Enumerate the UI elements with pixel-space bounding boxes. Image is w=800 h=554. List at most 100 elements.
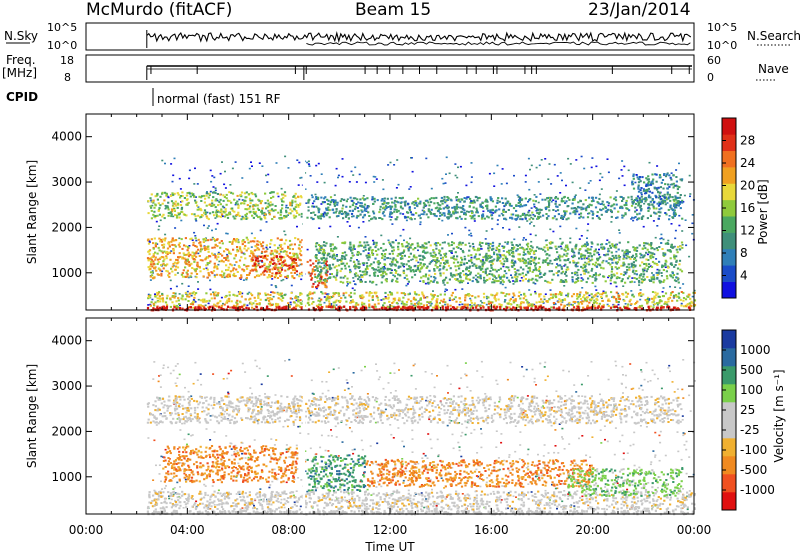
scatter-cell [396,254,399,257]
scatter-cell [528,252,531,255]
scatter-cell [642,279,646,281]
scatter-cell [546,262,549,265]
scatter-cell [632,266,635,269]
scatter-cell [314,193,317,196]
scatter-cell [242,279,245,281]
scatter-cell [300,254,303,257]
scatter-cell [443,195,446,198]
scatter-cell [628,266,631,269]
scatter-cell [194,269,197,272]
scatter-cell [493,185,496,187]
scatter-cell [192,241,195,244]
scatter-cell [633,272,636,275]
scatter-cell [248,255,251,258]
scatter-cell [251,214,254,217]
scatter-cell [357,251,361,254]
scatter-cell [511,243,514,246]
scatter-cell [383,266,386,268]
scatter-cell [609,196,612,199]
scatter-cell [256,257,259,260]
scatter-cell [352,201,355,204]
scatter-cell [498,250,501,253]
scatter-cell [213,253,216,255]
scatter-cell [446,204,449,207]
scatter-cell [496,292,499,295]
scatter-cell [664,262,667,265]
scatter-cell [403,201,406,204]
scatter-cell [214,255,217,257]
scatter-cell [574,281,577,284]
scatter-cell [560,294,563,296]
scatter-cell [590,210,593,212]
scatter-cell [393,202,396,204]
scatter-cell [199,242,202,245]
scatter-cell [180,210,183,213]
scatter-cell [193,293,196,296]
scatter-cell [399,265,402,268]
scatter-cell [146,257,150,260]
scatter-cell [363,203,367,206]
scatter-cell [634,210,637,213]
scatter-cell [414,256,417,259]
scatter-cell [428,274,431,277]
scatter-cell [469,304,472,306]
scatter-cell [331,263,335,266]
scatter-cell [207,196,210,199]
scatter-cell [559,172,562,174]
scatter-cell [223,206,226,209]
scatter-cell [497,269,500,271]
scatter-cell [583,269,586,272]
scatter-cell [269,261,272,263]
scatter-cell [161,244,164,247]
scatter-cell [249,205,252,208]
scatter-cell [608,275,611,277]
scatter-cell [563,248,566,251]
scatter-cell [444,252,448,255]
scatter-cell [470,235,473,237]
scatter-cell [644,299,647,301]
scatter-cell [625,253,628,256]
scatter-cell [674,229,677,232]
scatter-cell [504,286,507,289]
scatter-cell [359,274,363,277]
scatter-cell [333,204,336,207]
scatter-cell [211,199,214,202]
scatter-cell [167,212,170,214]
scatter-cell [518,226,521,228]
scatter-cell [328,302,331,305]
scatter-cell [182,257,185,260]
scatter-cell [377,248,380,251]
scatter-cell [455,246,458,249]
scatter-cell [560,200,563,203]
scatter-cell [457,199,460,202]
scatter-cell [258,241,261,244]
scatter-cell [439,214,442,217]
scatter-cell [430,275,433,278]
scatter-cell [646,276,649,278]
scatter-cell [268,204,271,207]
scatter-cell [397,242,400,245]
scatter-cell [164,237,167,240]
scatter-cell [264,267,267,270]
scatter-cell [193,195,196,198]
scatter-cell [434,277,437,280]
scatter-cell [629,257,632,260]
scatter-cell [690,305,693,308]
scatter-cell [380,253,384,255]
scatter-cell [650,276,653,279]
scatter-cell [521,212,525,215]
scatter-cell [385,280,388,283]
scatter-cell [425,242,428,245]
scatter-cell [337,215,340,217]
scatter-cell [649,257,652,260]
scatter-cell [321,292,324,295]
scatter-cell [491,281,494,284]
scatter-cell [377,302,380,305]
scatter-cell [479,300,482,302]
scatter-cell [216,193,219,195]
scatter-cell [413,218,416,220]
scatter-cell [549,246,552,249]
scatter-cell [530,256,533,258]
scatter-cell [597,274,600,277]
scatter-cell [613,304,616,307]
